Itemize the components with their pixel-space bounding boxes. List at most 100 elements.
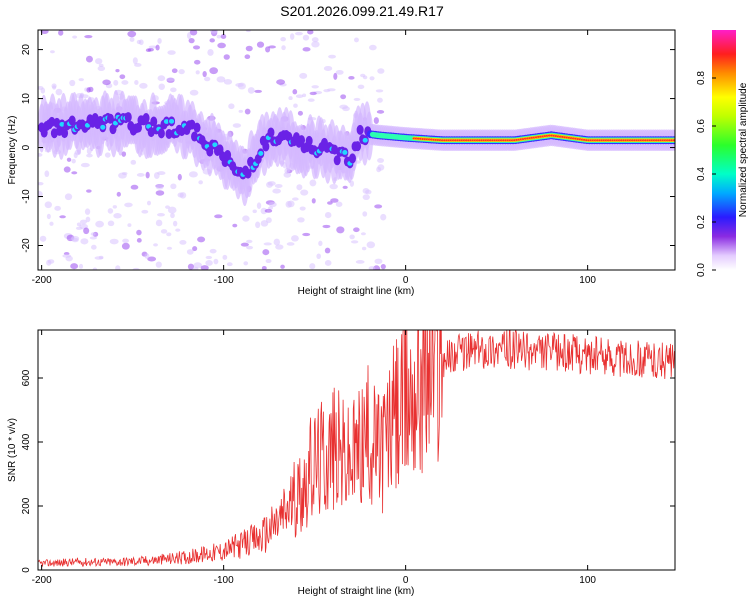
spectrogram-noise-cell [323,65,333,71]
spectrogram-noise-cell [361,246,367,251]
spectrogram-noise-cell [292,89,298,95]
spectrogram-noise-cell [71,158,76,164]
spectrogram-ridge-cell [142,112,150,123]
spectrogram-noise-cell [349,180,355,187]
spectrogram-noise-cell [189,89,199,96]
spectrogram-noise-cell [59,215,66,219]
spectrogram-noise-cell [170,87,177,93]
spectrogram-noise-cell [373,117,379,124]
spectrogram-peak-cell [258,151,264,156]
spectrogram-noise-cell [115,69,120,73]
spectrogram-noise-cell [311,41,320,48]
snr-y-tick-label: 600 [21,369,32,386]
spectrogram-noise-cell [44,170,50,178]
snr-y-axis-label: SNR (10 * v/v) [7,418,18,482]
spectrogram-noise-cell [192,45,201,50]
spectrogram-noise-cell [122,238,129,243]
spectrogram-band-core [672,139,675,142]
spectrogram-noise-cell [121,242,130,250]
spectrogram-noise-cell [118,172,127,179]
spectrogram-noise-cell [86,87,91,93]
spectrogram-noise-cell [113,79,119,86]
spectrogram-noise-cell [309,179,317,187]
spectrogram-noise-cell [207,49,214,56]
spectrogram-noise-cell [311,198,316,204]
spectrogram-peak-cell [362,137,368,143]
spectrogram-ridge-cell [150,116,158,127]
spectrogram-ridge-cell [165,128,173,139]
spectrogram-noise-cell [119,74,126,80]
spectrogram-noise-cell [210,30,219,34]
spectrogram-noise-cell [109,238,119,245]
spectrogram-noise-cell [362,194,370,201]
spectrogram-noise-cell [256,41,265,48]
spectrogram-noise-cell [147,47,154,52]
spectrogram-noise-cell [339,104,348,110]
spectrogram-noise-cell [297,110,303,116]
spectrogram-noise-cell [71,171,78,175]
spectrogram-noise-cell [265,217,272,224]
spectrogram-noise-cell [299,206,306,211]
spectrogram-noise-cell [299,72,308,79]
spectrogram-noise-cell [260,207,268,215]
spectrogram-noise-cell [302,47,311,52]
spectrogram-noise-cell [113,213,122,219]
spectrogram-noise-cell [79,219,87,225]
spectrogram-noise-cell [158,83,165,90]
spectrogram-noise-cell [286,242,295,246]
spectrogram-noise-cell [280,37,286,42]
spectrogram-peak-cell [342,150,348,155]
snr-x-tick-label: 100 [579,575,596,586]
spectrogram-noise-cell [139,82,148,89]
spectrogram-noise-cell [296,184,303,191]
snr-y-tick-label: 400 [21,433,32,450]
spectrogram-ridge-cell [193,122,201,133]
spectrogram-noise-cell [166,246,173,250]
spectrogram-noise-cell [49,221,54,226]
spectrogram-noise-cell [377,68,385,74]
spectrogram-noise-cell [267,181,276,186]
spectrogram-noise-cell [289,33,295,40]
spectrogram-noise-cell [192,246,198,252]
spectrogram-noise-cell [268,201,277,208]
spectrogram-peak-cell [212,142,218,148]
spectrogram-noise-cell [85,55,93,63]
spectrogram-noise-cell [340,94,347,100]
spectrogram-noise-cell [292,197,299,201]
spectrogram-noise-cell [84,34,93,39]
spectrogram-y-tick-label: 10 [21,93,32,105]
spectrogram-noise-cell [179,240,187,245]
spectrogram-noise-cell [187,263,195,270]
spectrogram-noise-cell [130,184,139,190]
colorbar-ticks: 0.0 0.2 0.4 0.6 0.8 [696,71,716,277]
spectrogram-noise-cell [155,184,164,190]
spectrogram-noise-cell [52,85,57,90]
spectrogram-noise-cell [95,58,103,65]
spectrogram-noise-cell [38,190,43,198]
snr-x-axis-label: Height of straight line (km) [298,586,415,597]
snr-x-ticks: -200 -100 0 100 [32,330,596,586]
spectrogram-noise-cell [297,217,305,223]
spectrogram-noise-cell [262,249,270,256]
spectrogram-noise-cell [69,79,76,87]
spectrogram-noise-cell [104,152,111,158]
spectrogram-noise-cell [75,226,83,230]
spectrogram-noise-cell [353,97,361,101]
spectrogram-noise-cell [186,249,194,255]
spectrogram-noise-cell [268,45,276,49]
spectrogram-noise-cell [188,38,195,44]
spectrogram-noise-cell [245,45,253,52]
spectrogram-noise-cell [223,54,230,60]
spectrogram-noise-cell [217,42,226,49]
snr-x-tick-label: 0 [403,575,409,586]
spectrogram-noise-cell [172,220,178,227]
spectrogram-noise-cell [97,65,106,72]
spectrogram-noise-cell [377,158,385,163]
spectrogram-noise-cell [362,188,370,194]
spectrogram-noise-cell [167,206,177,214]
spectrogram-noise-cell [245,30,251,33]
spectrogram-noise-cell [213,258,219,265]
spectrogram-noise-cell [166,77,175,82]
spectrogram-noise-cell [374,204,383,209]
spectrogram-noise-cell [368,266,376,270]
